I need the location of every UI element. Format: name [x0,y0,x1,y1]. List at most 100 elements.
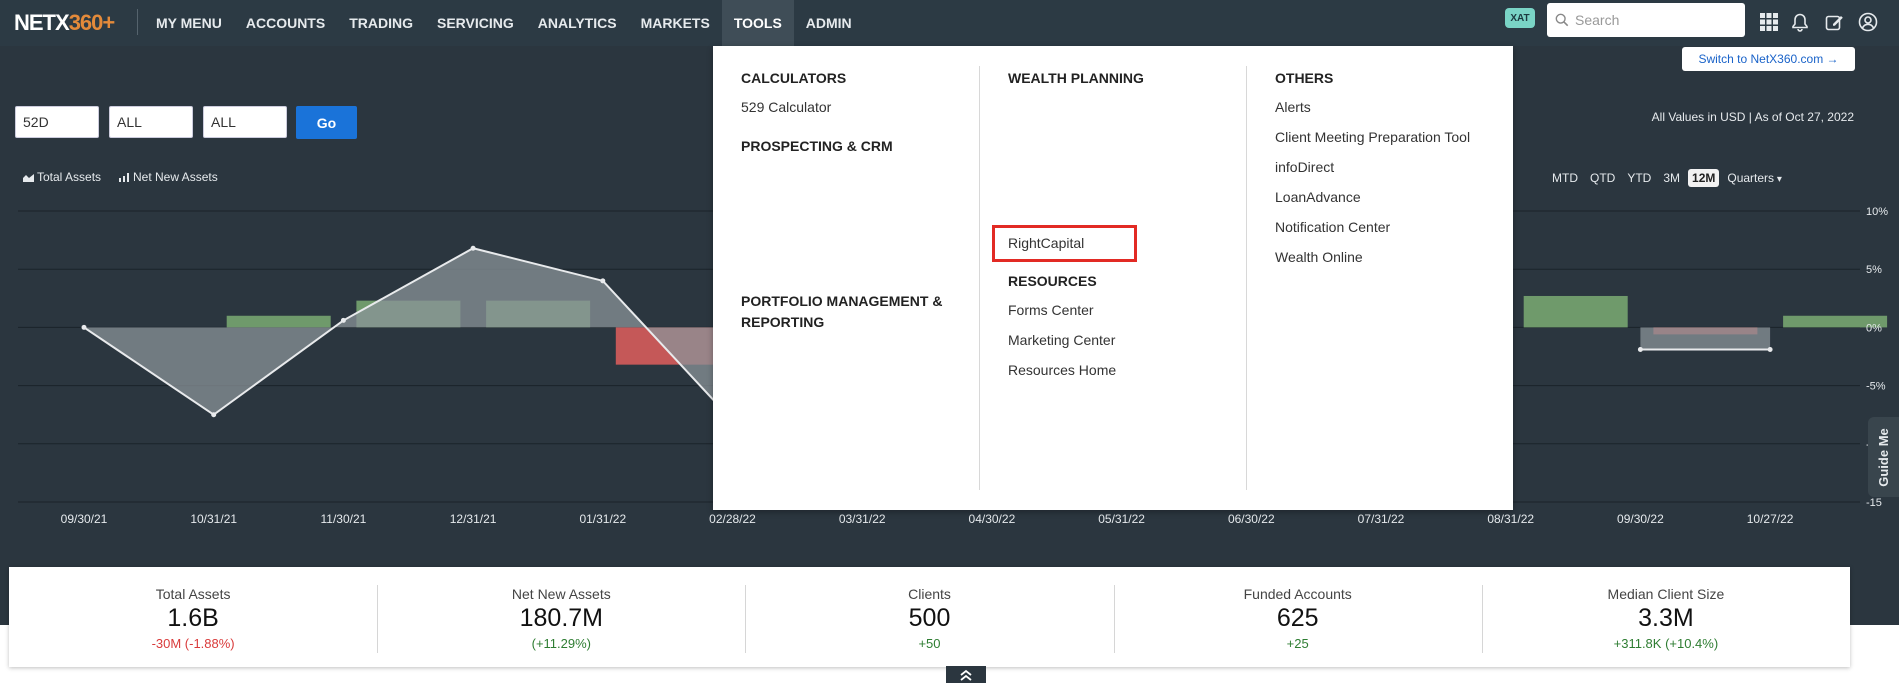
summary-change: +25 [1286,636,1309,651]
x-tick-label: 03/31/22 [839,512,886,526]
menu-link-resources-home[interactable]: Resources Home [1008,362,1117,378]
guide-me-label: Guide Me [1876,427,1892,487]
summary-card-net-new-assets: Net New Assets 180.7M (+11.29%) [377,567,745,667]
switch-to-netx360-button[interactable]: Switch to NetX360.com → [1682,47,1855,71]
menu-link-loanadvance[interactable]: LoanAdvance [1275,189,1361,205]
main-menu: MY MENU ACCOUNTS TRADING SERVICING ANALY… [144,0,864,46]
y-tick-label: 5% [1866,264,1882,276]
summary-value: 500 [908,604,951,632]
menu-link-wealth-online[interactable]: Wealth Online [1275,249,1363,265]
summary-card-clients: Clients 500 +50 [745,567,1113,667]
total-assets-point [1637,347,1643,353]
nav-item-accounts[interactable]: ACCOUNTS [245,15,326,31]
menu-heading-calculators: CALCULATORS [741,70,847,86]
menu-heading-portfolio-management: PORTFOLIO MANAGEMENT & REPORTING [741,293,943,330]
y-tick-label: -5% [1866,381,1886,393]
edit-note-icon[interactable] [1823,11,1845,33]
bell-icon[interactable] [1789,11,1811,33]
user-account-icon[interactable] [1857,11,1879,33]
nav-item-servicing[interactable]: SERVICING [436,15,514,31]
nav-item-markets[interactable]: MARKETS [640,15,710,31]
netx360-logo[interactable]: NETX 360+ [14,6,116,40]
nav-item-analytics[interactable]: ANALYTICS [537,15,617,31]
menu-link-client-meeting-preparation-tool[interactable]: Client Meeting Preparation Tool [1275,129,1471,145]
period-selector: MTD QTD YTD 3M 12M Quarters [1548,168,1786,188]
search-box[interactable] [1547,3,1745,37]
guide-me-tab[interactable]: Guide Me [1868,417,1899,497]
menu-column-divider [1246,66,1247,490]
logo-accent-text: 360+ [68,10,116,35]
menu-link-marketing-center[interactable]: Marketing Center [1008,332,1116,348]
net-new-assets-bar [226,315,331,328]
collapse-summary-button[interactable] [946,666,986,683]
menu-heading-wealth-planning: WEALTH PLANNING [1008,70,1144,86]
summary-value: 3.3M [1638,604,1694,632]
summary-card-funded-accounts: Funded Accounts 625 +25 [1113,567,1482,667]
y-tick-label: -15 [1866,497,1882,509]
menu-heading-resources: RESOURCES [1008,273,1097,289]
menu-link-529-calculator[interactable]: 529 Calculator [741,99,832,115]
x-tick-label: 08/31/22 [1487,512,1534,526]
y-tick-label: 0% [1866,322,1882,334]
bar-chart-icon [119,172,129,182]
x-tick-label: 01/31/22 [579,512,626,526]
summary-change: +50 [918,636,941,651]
x-tick-label: 09/30/22 [1617,512,1664,526]
net-new-assets-bar [1783,315,1888,328]
summary-label: Clients [908,586,951,602]
period-quarters-dropdown[interactable]: Quarters [1723,169,1786,187]
search-icon [1555,13,1569,27]
top-navigation-bar: NETX 360+ MY MENU ACCOUNTS TRADING SERVIC… [0,0,1899,46]
environment-badge: XAT [1505,8,1535,28]
x-tick-label: 07/31/22 [1358,512,1405,526]
period-filter-input[interactable]: 52D [15,106,99,138]
total-assets-area [1640,327,1771,350]
search-input[interactable] [1575,12,1735,28]
summary-value: 625 [1276,604,1319,632]
double-chevron-up-icon [960,669,972,681]
tools-menu-column-1: CALCULATORS 529 Calculator PROSPECTING &… [713,46,980,510]
nav-item-my-menu[interactable]: MY MENU [156,15,222,31]
x-tick-label: 06/30/22 [1228,512,1275,526]
period-mtd[interactable]: MTD [1552,171,1578,185]
total-assets-point [470,245,476,251]
period-3m[interactable]: 3M [1663,171,1681,185]
nav-item-trading[interactable]: TRADING [349,15,413,31]
logo-divider [137,9,138,35]
x-tick-label: 05/31/22 [1098,512,1145,526]
apps-grid-icon[interactable] [1758,11,1780,33]
summary-label: Total Assets [155,586,231,602]
total-assets-point [211,412,217,418]
menu-link-alerts[interactable]: Alerts [1275,99,1311,115]
total-assets-point [81,324,87,330]
filter-select-2[interactable]: ALL [203,106,287,138]
period-12m[interactable]: 12M [1688,169,1720,187]
nav-item-admin[interactable]: ADMIN [805,15,852,31]
tools-menu-column-2: WEALTH PLANNING RightCapital RESOURCES F… [980,46,1247,510]
as-of-date-text: All Values in USD | As of Oct 27, 2022 [1651,110,1854,124]
total-assets-point [600,278,606,284]
menu-heading-prospecting-crm: PROSPECTING & CRM [741,138,893,154]
menu-link-infodirect[interactable]: infoDirect [1275,159,1335,175]
period-ytd[interactable]: YTD [1627,171,1652,185]
summary-cards: Total Assets 1.6B -30M (-1.88%) Net New … [9,567,1850,667]
tools-menu-column-3: OTHERS Alerts Client Meeting Preparation… [1247,46,1513,510]
tools-dropdown-menu: CALCULATORS 529 Calculator PROSPECTING &… [713,46,1513,510]
x-tick-label: 04/30/22 [969,512,1016,526]
summary-change: +311.8K (+10.4%) [1613,636,1719,651]
menu-link-rightcapital[interactable]: RightCapital [1008,235,1085,251]
logo-text: NETX [14,10,70,35]
menu-heading-others: OTHERS [1275,70,1334,86]
area-chart-icon [23,173,34,182]
summary-label: Funded Accounts [1243,586,1352,602]
summary-card-median-client-size: Median Client Size 3.3M +311.8K (+10.4%) [1481,567,1850,667]
net-new-assets-bar [1523,295,1628,328]
legend-net-new-assets[interactable]: Net New Assets [119,170,218,184]
period-qtd[interactable]: QTD [1590,171,1616,185]
legend-total-assets[interactable]: Total Assets [23,170,101,184]
menu-link-notification-center[interactable]: Notification Center [1275,219,1391,235]
nav-item-tools[interactable]: TOOLS [721,0,794,46]
menu-link-forms-center[interactable]: Forms Center [1008,302,1094,318]
filter-select-1[interactable]: ALL [109,106,193,138]
go-button[interactable]: Go [296,106,357,139]
